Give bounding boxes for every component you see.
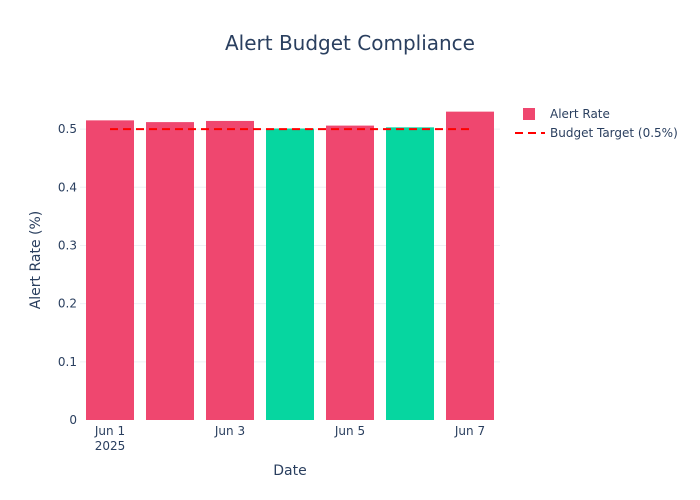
x-axis-ticks: Jun 1 Jun 3 Jun 5 Jun 7 2025: [94, 424, 485, 453]
y-tick-label: 0.1: [58, 355, 77, 369]
x-tick-label: Jun 3: [214, 424, 245, 438]
bar-layer: [86, 111, 494, 421]
y-tick-label: 0.4: [58, 180, 77, 194]
y-tick-label: 0.3: [58, 238, 77, 252]
legend-swatch-alert-rate: [523, 108, 535, 120]
legend-label-budget-target: Budget Target (0.5%): [550, 126, 678, 140]
y-axis-title: Alert Rate (%): [28, 211, 44, 310]
x-tick-year-label: 2025: [95, 439, 126, 453]
bar-alert-rate[interactable]: [386, 127, 434, 420]
legend: Alert Rate Budget Target (0.5%): [515, 107, 678, 140]
bar-alert-rate[interactable]: [446, 111, 494, 421]
bar-alert-rate[interactable]: [146, 122, 194, 420]
x-axis-title: Date: [273, 463, 306, 479]
y-tick-label: 0.2: [58, 297, 77, 311]
bar-alert-rate[interactable]: [86, 120, 134, 420]
legend-label-alert-rate: Alert Rate: [550, 107, 610, 121]
bar-alert-rate[interactable]: [206, 120, 254, 420]
x-tick-label: Jun 5: [334, 424, 365, 438]
bar-alert-rate[interactable]: [326, 125, 374, 420]
x-tick-label: Jun 7: [454, 424, 485, 438]
y-tick-label: 0: [69, 413, 77, 427]
x-tick-label: Jun 1: [94, 424, 125, 438]
bar-alert-rate[interactable]: [266, 128, 314, 420]
chart-title: Alert Budget Compliance: [225, 31, 475, 55]
y-axis-ticks: 0 0.1 0.2 0.3 0.4 0.5: [58, 122, 77, 427]
y-tick-label: 0.5: [58, 122, 77, 136]
